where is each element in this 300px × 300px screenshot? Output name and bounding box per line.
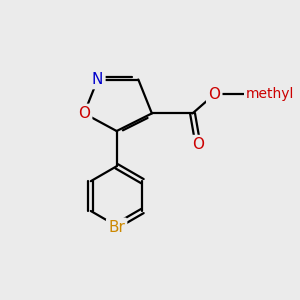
- Text: N: N: [92, 72, 103, 87]
- Text: O: O: [192, 137, 204, 152]
- Text: methyl: methyl: [245, 87, 294, 101]
- Text: Br: Br: [108, 220, 125, 235]
- Text: O: O: [78, 106, 90, 121]
- Text: O: O: [208, 87, 220, 102]
